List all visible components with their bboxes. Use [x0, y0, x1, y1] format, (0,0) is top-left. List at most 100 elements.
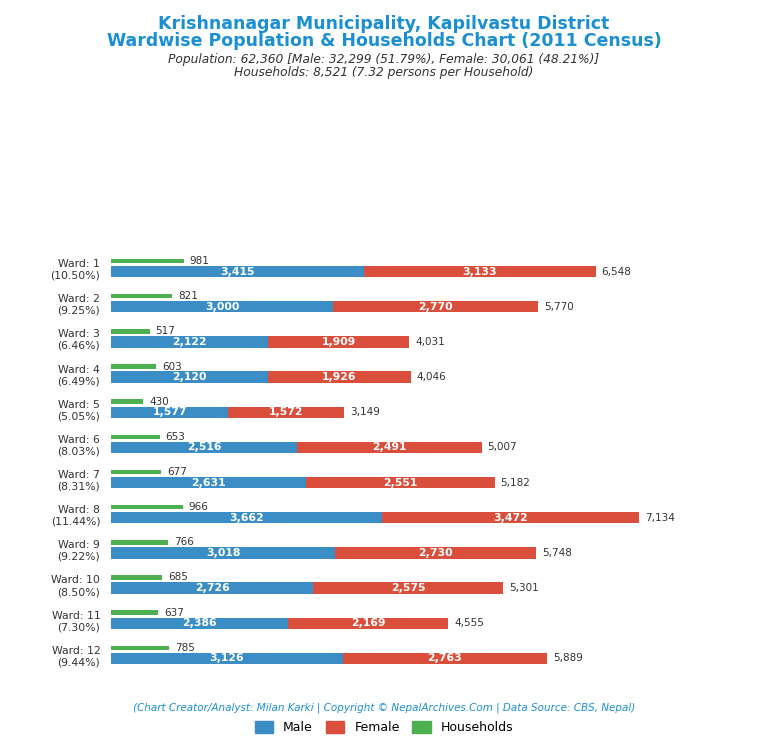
Text: 4,031: 4,031	[415, 337, 445, 347]
Bar	[343, 653, 547, 664]
Text: Ward: 3
(6.46%): Ward: 3 (6.46%)	[58, 329, 101, 351]
Bar	[111, 329, 150, 334]
Bar	[111, 259, 184, 264]
Bar	[111, 645, 170, 650]
Bar	[268, 337, 409, 348]
Text: 603: 603	[162, 361, 181, 371]
Text: 1,909: 1,909	[322, 337, 356, 347]
Bar	[111, 575, 162, 580]
Text: Ward: 6
(8.03%): Ward: 6 (8.03%)	[58, 434, 101, 456]
Bar	[111, 442, 297, 453]
Text: 1,577: 1,577	[152, 407, 187, 417]
Text: Ward: 5
(5.05%): Ward: 5 (5.05%)	[58, 400, 101, 421]
Text: 5,301: 5,301	[509, 583, 539, 593]
Bar	[111, 399, 143, 404]
Bar	[333, 301, 538, 312]
Text: Ward: 9
(9.22%): Ward: 9 (9.22%)	[58, 541, 101, 562]
Text: Households: 8,521 (7.32 persons per Household): Households: 8,521 (7.32 persons per Hous…	[234, 66, 534, 79]
Text: 3,149: 3,149	[350, 407, 380, 417]
Bar	[111, 301, 333, 312]
Bar	[111, 512, 382, 523]
Text: 2,763: 2,763	[427, 654, 462, 663]
Bar	[111, 364, 156, 369]
Text: 3,000: 3,000	[205, 302, 240, 312]
Bar	[297, 442, 482, 453]
Text: Ward: 12
(9.44%): Ward: 12 (9.44%)	[51, 646, 101, 667]
Bar	[111, 434, 160, 439]
Text: 2,516: 2,516	[187, 443, 222, 453]
Text: 3,126: 3,126	[210, 654, 244, 663]
Text: 4,555: 4,555	[454, 618, 484, 628]
Text: Ward: 1
(10.50%): Ward: 1 (10.50%)	[51, 259, 101, 281]
Text: 1,926: 1,926	[322, 372, 356, 382]
Text: 3,415: 3,415	[220, 267, 255, 276]
Text: 2,726: 2,726	[195, 583, 230, 593]
Bar	[335, 547, 537, 559]
Bar	[364, 266, 596, 277]
Text: Ward: 8
(11.44%): Ward: 8 (11.44%)	[51, 505, 101, 527]
Text: 966: 966	[189, 502, 209, 512]
Bar	[288, 617, 449, 629]
Text: 7,134: 7,134	[645, 513, 675, 523]
Text: 3,472: 3,472	[493, 513, 528, 523]
Bar	[111, 470, 161, 474]
Legend: Male, Female, Households: Male, Female, Households	[250, 716, 518, 739]
Text: 981: 981	[190, 256, 210, 266]
Text: 2,122: 2,122	[173, 337, 207, 347]
Text: 5,889: 5,889	[553, 654, 583, 663]
Text: 2,551: 2,551	[383, 477, 418, 487]
Bar	[306, 477, 495, 488]
Text: 517: 517	[155, 326, 175, 337]
Text: Ward: 4
(6.49%): Ward: 4 (6.49%)	[58, 364, 101, 386]
Text: 2,730: 2,730	[419, 548, 453, 558]
Text: 2,575: 2,575	[391, 583, 425, 593]
Text: 3,018: 3,018	[206, 548, 240, 558]
Bar	[111, 505, 183, 510]
Text: 766: 766	[174, 538, 194, 547]
Text: 1,572: 1,572	[269, 407, 303, 417]
Text: 2,386: 2,386	[182, 618, 217, 628]
Bar	[111, 407, 228, 418]
Text: 430: 430	[149, 397, 169, 407]
Text: 785: 785	[175, 643, 195, 653]
Text: 685: 685	[168, 572, 188, 583]
Text: 5,182: 5,182	[501, 477, 531, 487]
Text: Wardwise Population & Households Chart (2011 Census): Wardwise Population & Households Chart (…	[107, 32, 661, 50]
Bar	[111, 337, 268, 348]
Text: 4,046: 4,046	[416, 372, 446, 382]
Text: 2,631: 2,631	[191, 477, 226, 487]
Bar	[111, 540, 168, 544]
Text: 2,120: 2,120	[173, 372, 207, 382]
Bar	[111, 611, 158, 615]
Bar	[111, 477, 306, 488]
Bar	[111, 266, 364, 277]
Text: 3,662: 3,662	[230, 513, 264, 523]
Text: 2,770: 2,770	[419, 302, 453, 312]
Bar	[111, 547, 335, 559]
Text: Ward: 2
(9.25%): Ward: 2 (9.25%)	[58, 294, 101, 316]
Text: 3,133: 3,133	[462, 267, 497, 276]
Text: 2,169: 2,169	[351, 618, 386, 628]
Bar	[268, 371, 411, 383]
Bar	[313, 582, 503, 593]
Text: Ward: 10
(8.50%): Ward: 10 (8.50%)	[51, 575, 101, 597]
Text: Ward: 7
(8.31%): Ward: 7 (8.31%)	[58, 470, 101, 492]
Bar	[382, 512, 639, 523]
Text: 5,770: 5,770	[544, 302, 574, 312]
Text: 637: 637	[164, 608, 184, 617]
Text: 2,491: 2,491	[372, 443, 407, 453]
Text: 5,748: 5,748	[542, 548, 572, 558]
Text: 6,548: 6,548	[601, 267, 631, 276]
Bar	[111, 371, 268, 383]
Text: Krishnanagar Municipality, Kapilvastu District: Krishnanagar Municipality, Kapilvastu Di…	[158, 15, 610, 33]
Text: 5,007: 5,007	[488, 443, 517, 453]
Text: 677: 677	[167, 467, 187, 477]
Text: 653: 653	[166, 432, 185, 442]
Text: Population: 62,360 [Male: 32,299 (51.79%), Female: 30,061 (48.21%)]: Population: 62,360 [Male: 32,299 (51.79%…	[168, 53, 600, 66]
Bar	[111, 582, 313, 593]
Bar	[111, 617, 288, 629]
Bar	[111, 653, 343, 664]
Bar	[228, 407, 344, 418]
Text: 821: 821	[178, 291, 198, 301]
Text: Ward: 11
(7.30%): Ward: 11 (7.30%)	[51, 611, 101, 633]
